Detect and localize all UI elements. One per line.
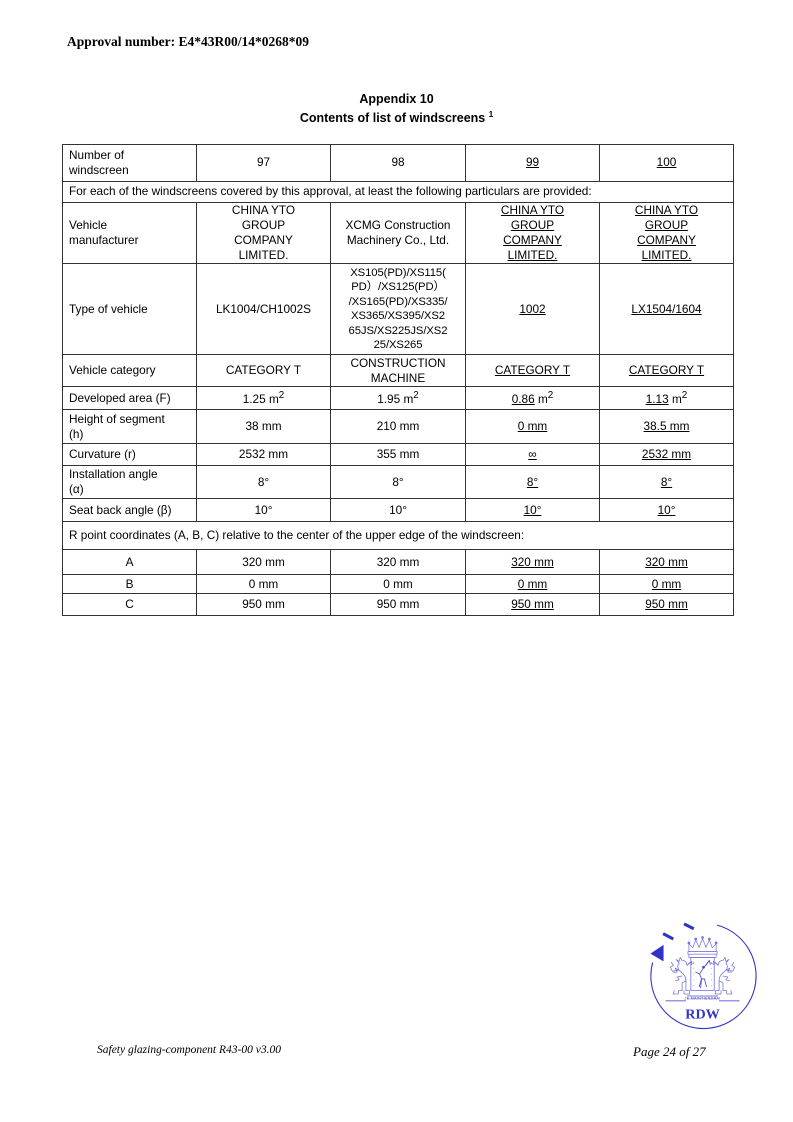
svg-text:JE MAINTIENDRAI: JE MAINTIENDRAI [684,996,720,1000]
svg-text:RDW: RDW [685,1006,720,1022]
